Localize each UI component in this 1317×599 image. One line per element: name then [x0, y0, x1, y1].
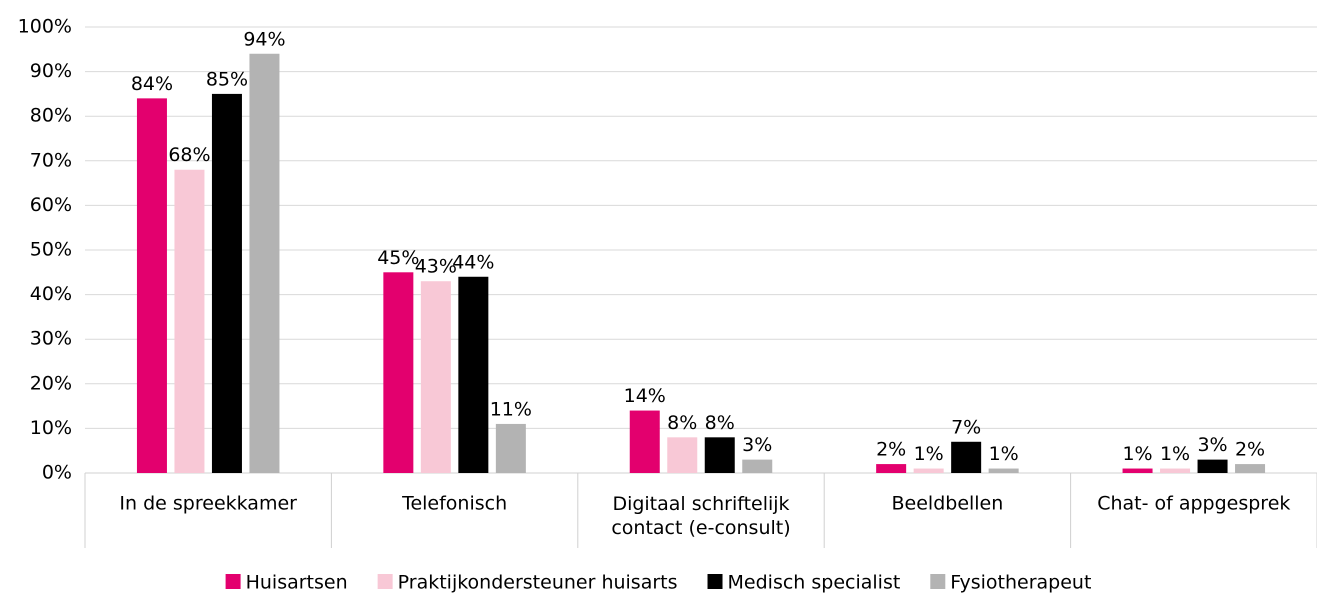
legend-swatch: [930, 574, 946, 589]
legend-swatch: [225, 574, 241, 589]
y-tick-label: 40%: [30, 283, 72, 305]
y-tick-label: 70%: [30, 149, 72, 171]
y-tick-label: 60%: [30, 194, 72, 216]
bar: [1197, 459, 1228, 473]
data-label: 85%: [206, 68, 248, 90]
data-label: 1%: [914, 443, 944, 465]
data-label: 94%: [243, 28, 285, 50]
data-label: 2%: [876, 439, 906, 461]
data-label: 43%: [415, 256, 457, 278]
x-tick-label: Digitaal schriftelijk contact (e-consult): [611, 493, 790, 539]
x-tick-label: Telefonisch: [401, 493, 507, 515]
data-label: 11%: [490, 398, 532, 420]
data-label: 1%: [1160, 443, 1190, 465]
y-tick-label: 100%: [18, 16, 72, 38]
y-tick-label: 50%: [30, 239, 72, 261]
bar: [704, 437, 735, 473]
bar: [988, 468, 1019, 473]
bar: [1235, 464, 1266, 473]
bar: [458, 276, 489, 473]
bar: [1122, 468, 1153, 473]
data-label: 7%: [951, 416, 981, 438]
data-label: 1%: [989, 443, 1019, 465]
x-tick-label: In de spreekkamer: [119, 493, 297, 515]
legend-swatch: [707, 574, 723, 589]
bar: [211, 93, 242, 474]
data-label: 68%: [168, 144, 210, 166]
bar: [667, 437, 698, 473]
y-tick-label: 80%: [30, 105, 72, 127]
bar: [913, 468, 944, 473]
data-label: 45%: [377, 247, 419, 269]
bar: [249, 53, 280, 473]
data-label: 3%: [742, 434, 772, 456]
bar: [951, 441, 982, 473]
data-label: 8%: [667, 412, 697, 434]
bar: [742, 459, 773, 473]
bar: [495, 423, 526, 473]
legend-swatch: [377, 574, 393, 589]
x-tick-label: Chat- of appgesprek: [1097, 493, 1290, 515]
y-tick-label: 20%: [30, 372, 72, 394]
y-tick-label: 10%: [30, 417, 72, 439]
legend-label: Medisch specialist: [728, 572, 901, 594]
bar: [420, 281, 451, 473]
y-tick-label: 0%: [42, 462, 72, 484]
bar: [1160, 468, 1191, 473]
bar: [876, 464, 907, 473]
data-label: 1%: [1122, 443, 1152, 465]
bar: [629, 410, 660, 473]
legend-label: Praktijkondersteuner huisarts: [398, 572, 678, 594]
y-tick-label: 30%: [30, 328, 72, 350]
data-label: 84%: [131, 73, 173, 95]
legend-label: Huisartsen: [246, 572, 348, 594]
bar: [383, 272, 414, 473]
data-label: 44%: [452, 251, 494, 273]
data-label: 8%: [705, 412, 735, 434]
data-label: 3%: [1197, 434, 1227, 456]
bar: [136, 98, 167, 474]
bar: [174, 169, 205, 473]
legend-label: Fysiotherapeut: [950, 572, 1091, 594]
x-tick-label: Beeldbellen: [892, 493, 1004, 515]
y-tick-label: 90%: [30, 60, 72, 82]
data-label: 2%: [1235, 439, 1265, 461]
data-label: 14%: [624, 385, 666, 407]
